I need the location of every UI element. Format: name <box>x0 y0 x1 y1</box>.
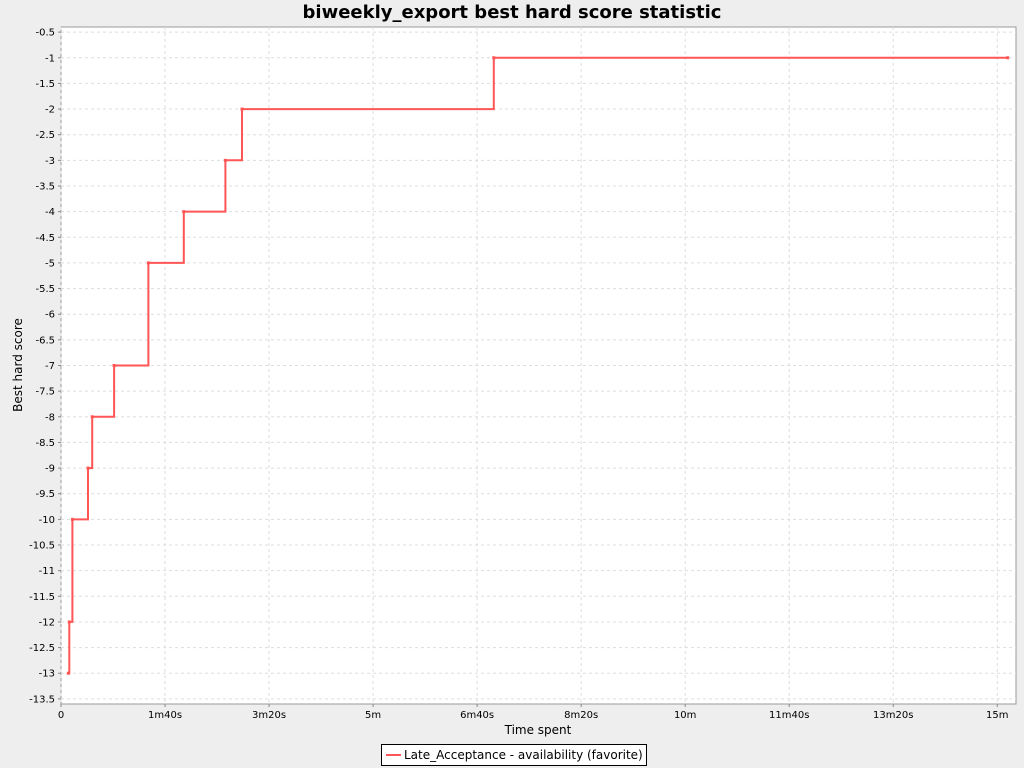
x-tick-label: 6m40s <box>460 710 494 721</box>
x-tick-label: 1m40s <box>148 710 182 721</box>
y-tick-label: -8.5 <box>35 438 55 449</box>
data-point <box>112 364 116 367</box>
y-tick-label: -0.5 <box>35 28 55 39</box>
legend-swatch <box>386 754 401 756</box>
y-tick-label: -7 <box>45 361 55 372</box>
y-tick-label: -10.5 <box>29 541 55 552</box>
x-tick-label: 0 <box>58 710 64 721</box>
chart-title: biweekly_export best hard score statisti… <box>303 2 722 23</box>
y-tick-label: -8 <box>45 412 55 423</box>
data-point <box>67 620 71 624</box>
y-tick-label: -11 <box>39 566 55 577</box>
y-tick-label: -9 <box>45 464 55 475</box>
series-line <box>68 56 1008 675</box>
y-tick-label: -6.5 <box>35 335 55 346</box>
data-point <box>182 210 186 214</box>
data-point <box>492 56 496 60</box>
data-point <box>70 517 74 521</box>
data-point <box>240 107 244 111</box>
series-layer <box>66 56 1010 675</box>
data-point <box>223 158 227 162</box>
x-tick-label: 13m20s <box>873 710 913 721</box>
x-tick-label: 3m20s <box>252 710 286 721</box>
y-tick-label: -1 <box>45 53 55 64</box>
x-axis-ticks: 0 1m40s 3m20s 5m 6m40s 8m20s 10m 11m40s 13m20s 15… <box>58 704 1009 721</box>
y-tick-label: -3.5 <box>35 181 55 192</box>
y-tick-label: -13 <box>39 669 55 680</box>
y-tick-label: -11.5 <box>29 592 55 603</box>
y-tick-label: -13.5 <box>29 694 55 705</box>
data-point <box>146 261 150 265</box>
y-tick-label: -3 <box>45 156 55 167</box>
y-tick-label: -2.5 <box>35 130 55 141</box>
x-tick-label: 5m <box>365 710 381 721</box>
y-tick-label: -5.5 <box>35 284 55 295</box>
legend-label: Late_Acceptance - availability (favorite… <box>404 748 643 762</box>
data-point <box>66 671 70 675</box>
y-tick-label: -2 <box>45 105 55 116</box>
y-tick-label: -4.5 <box>35 233 55 244</box>
x-tick-label: 15m <box>986 710 1008 721</box>
y-tick-label: -7.5 <box>35 387 55 398</box>
data-point <box>90 415 94 419</box>
y-tick-label: -10 <box>39 515 55 526</box>
y-tick-label: -9.5 <box>35 489 55 500</box>
y-tick-label: -6 <box>45 310 55 321</box>
y-tick-label: -1.5 <box>35 79 55 90</box>
data-point <box>1006 56 1010 60</box>
y-tick-label: -12.5 <box>29 643 55 654</box>
plot-area <box>60 26 1017 705</box>
x-axis-label: Time spent <box>504 723 572 737</box>
legend: Late_Acceptance - availability (favorite… <box>381 744 647 766</box>
x-tick-label: 10m <box>674 710 696 721</box>
x-tick-label: 8m20s <box>564 710 598 721</box>
y-tick-label: -4 <box>45 207 55 218</box>
y-tick-label: -12 <box>39 617 55 628</box>
y-axis-ticks: -0.5 -1 -1.5 -2 -2.5 -3 -3.5 -4 -4.5 -5 -5.5 -6 -6.5… <box>29 28 61 705</box>
y-axis-label: Best hard score <box>11 318 25 412</box>
x-tick-label: 11m40s <box>769 710 809 721</box>
data-point <box>86 466 90 470</box>
y-tick-label: -5 <box>45 258 55 269</box>
